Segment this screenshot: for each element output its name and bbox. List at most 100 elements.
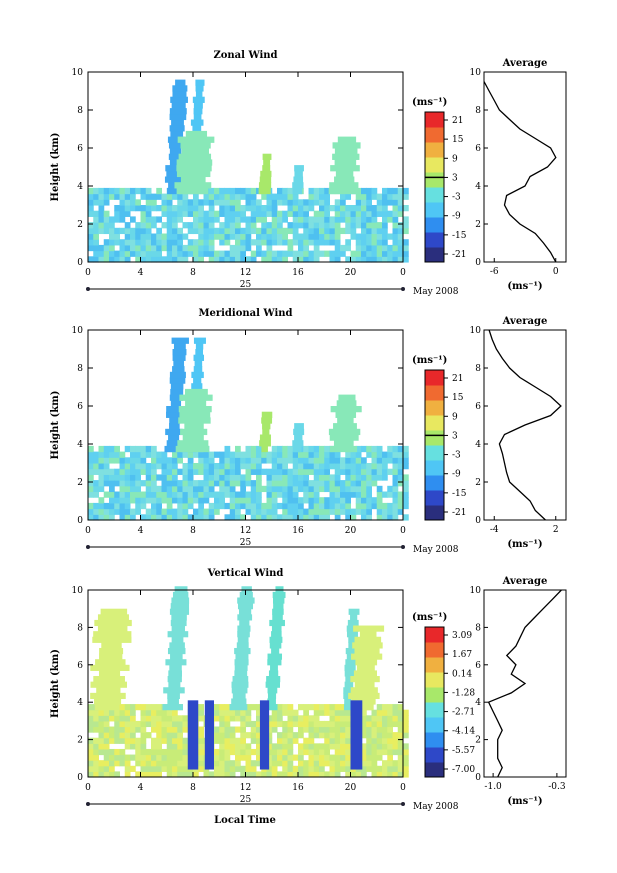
heatmap-cell: [224, 771, 231, 778]
heatmap-cell: [355, 445, 362, 453]
y-tick-label: 4: [77, 698, 83, 708]
heatmap-cell: [172, 85, 188, 92]
heatmap-cell: [177, 199, 183, 206]
heatmap-cell: [130, 199, 136, 206]
heatmap-cell: [324, 227, 330, 235]
colorbar-segment: [425, 445, 444, 461]
heatmap-cell: [371, 497, 378, 504]
heatmap-cell: [287, 732, 294, 739]
heatmap-cell: [271, 497, 278, 504]
heatmap-cell: [240, 771, 246, 778]
heatmap-cell: [382, 514, 388, 521]
heatmap-cell: [166, 743, 173, 750]
heatmap-cell: [324, 233, 330, 240]
heatmap-cell: [171, 636, 184, 643]
heatmap-cell: [184, 423, 204, 430]
heatmap-cell: [203, 457, 210, 464]
heatmap-cell: [250, 468, 257, 475]
heatmap-cell: [371, 754, 378, 761]
heatmap-cell: [287, 502, 294, 510]
heatmap-cell: [366, 732, 372, 739]
heatmap-cell: [267, 659, 282, 666]
heatmap-cell: [124, 715, 131, 722]
heatmap-cell: [298, 754, 304, 761]
heatmap-cell: [334, 205, 341, 212]
heatmap-cell: [93, 715, 99, 722]
heatmap-cell: [266, 720, 273, 728]
heatmap-cell: [130, 732, 136, 739]
heatmap-cell: [166, 411, 185, 418]
heatmap-cell: [371, 468, 378, 475]
heatmap-cell: [168, 182, 179, 189]
heatmap-cell: [271, 760, 278, 767]
heatmap-cell: [135, 239, 141, 246]
heatmap-cell: [366, 222, 372, 229]
heatmap-cell: [187, 771, 194, 778]
heatmap-cell: [261, 451, 267, 458]
heatmap-cell: [348, 692, 380, 700]
heatmap-cell: [109, 732, 115, 739]
heatmap-cell: [266, 199, 273, 206]
heatmap-cell: [98, 227, 105, 235]
heatmap-cell: [382, 760, 388, 767]
heatmap-cell: [124, 205, 131, 212]
heatmap-cell: [392, 233, 399, 240]
heatmap-cell: [93, 676, 125, 683]
heatmap-cell: [103, 709, 110, 716]
heatmap-cell: [313, 715, 320, 722]
heatmap-cell: [203, 508, 210, 515]
heatmap-cell: [214, 210, 220, 217]
heatmap-cell: [229, 748, 236, 756]
heatmap-cell: [266, 743, 273, 750]
heatmap-cell: [124, 474, 131, 481]
heatmap-cell: [177, 468, 183, 475]
heatmap-cell: [334, 760, 341, 767]
heatmap-cell: [98, 256, 105, 263]
heatmap-cell: [198, 233, 204, 240]
heatmap-cell: [261, 239, 267, 246]
heatmap-cell: [235, 216, 241, 223]
heatmap-cell: [208, 502, 215, 510]
colorbar-segment: [425, 475, 444, 491]
heatmap-cell: [256, 205, 262, 212]
heatmap-cell: [256, 497, 262, 504]
heatmap-cell: [361, 244, 367, 252]
heatmap-cell: [245, 480, 252, 487]
heatmap-cell: [109, 497, 115, 504]
heatmap-cell: [250, 457, 257, 464]
heatmap-cell: [114, 726, 120, 733]
heatmap-cell: [219, 709, 225, 716]
heatmap-cell: [103, 250, 110, 257]
day-bar-end: [86, 545, 90, 549]
heatmap-cell: [229, 709, 236, 716]
heatmap-cell: [88, 210, 94, 217]
x-tick-label: 16: [292, 783, 304, 793]
heatmap-cell: [366, 737, 372, 744]
heatmap-cell: [93, 239, 99, 246]
heatmap-cell: [324, 474, 330, 481]
heatmap-cell: [224, 726, 231, 733]
heatmap-cell: [350, 457, 357, 464]
heatmap-cell: [245, 216, 252, 223]
profile-y-tick-label: 6: [475, 402, 481, 412]
heatmap-cell: [261, 250, 267, 257]
x-tick-label: 4: [138, 783, 144, 793]
heatmap-cell: [101, 642, 122, 649]
colorbar-segment: [425, 505, 444, 521]
heatmap-cell: [250, 508, 257, 515]
heatmap-cell: [198, 244, 204, 252]
heatmap-cell: [324, 720, 330, 728]
heatmap-cell: [313, 485, 320, 493]
heatmap-cell: [382, 502, 388, 510]
heatmap-cell: [240, 216, 246, 223]
heatmap-cell: [130, 485, 136, 493]
heatmap-cell: [88, 715, 94, 722]
heatmap-cell: [177, 210, 183, 217]
heatmap-cell: [397, 445, 404, 453]
heatmap-cell: [119, 227, 126, 235]
heatmap-cell: [403, 451, 409, 458]
heatmap-cell: [256, 715, 262, 722]
heatmap-cell: [319, 187, 325, 195]
heatmap-cell: [93, 457, 99, 464]
heatmap-cell: [145, 704, 152, 711]
